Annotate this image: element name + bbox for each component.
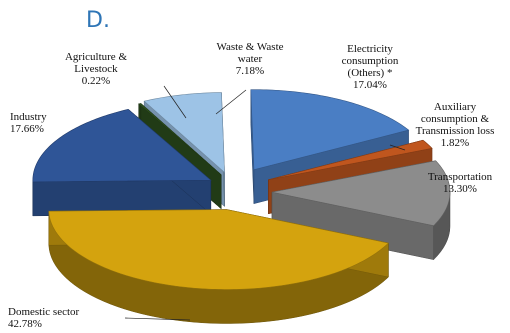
pie-slice-4 [32,108,212,217]
slice-label-2: Transportation 13.30% [428,171,493,195]
slice-label-4: Industry 17.66% [10,111,47,135]
leader-line-3 [124,317,191,321]
slice-label-1: Auxiliary consumption & Transmission loss 1… [416,101,495,149]
leader-line-1 [215,89,247,115]
pie-slice-3 [48,209,390,324]
pie-slice-2 [271,160,451,261]
leader-line-0 [163,85,187,119]
slice-label-6: Waste & Waste water 7.18% [216,41,283,77]
slice-label-0: Electricity consumption (Others) * 17.04% [342,43,399,91]
leader-line-2 [389,144,406,151]
slice-label-3: Domestic sector 42.78% [8,306,80,330]
slice-label-5: Agriculture & Livestock 0.22% [65,51,127,87]
panel-letter: D. [86,8,110,33]
